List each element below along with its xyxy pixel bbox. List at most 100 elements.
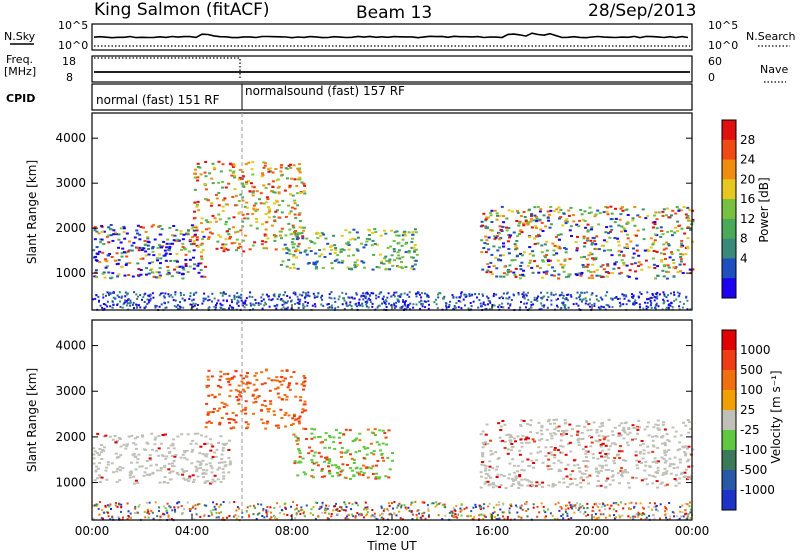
echo-cell xyxy=(670,251,673,254)
echo-cell xyxy=(104,258,108,261)
echo-cell xyxy=(489,211,493,214)
echo-cell xyxy=(525,510,528,512)
echo-cell xyxy=(145,273,148,276)
echo-cell xyxy=(600,422,604,425)
echo-cell xyxy=(355,248,359,251)
echo-cell xyxy=(600,455,604,458)
echo-cell xyxy=(339,251,343,254)
echo-cell xyxy=(183,508,186,511)
echo-cell xyxy=(536,451,540,454)
echo-cell xyxy=(552,210,556,213)
echo-cell xyxy=(239,374,243,377)
echo-cell xyxy=(135,481,139,484)
echo-cell xyxy=(228,237,232,240)
echo-cell xyxy=(387,509,390,512)
echo-cell xyxy=(272,410,276,413)
echo-cell xyxy=(674,479,678,482)
echo-cell xyxy=(479,508,482,510)
echo-cell xyxy=(327,518,330,520)
echo-cell xyxy=(508,507,511,510)
y-tick-label: 4000 xyxy=(55,131,86,145)
echo-cell xyxy=(253,304,256,307)
echo-cell xyxy=(224,442,228,445)
echo-cell xyxy=(93,450,97,453)
echo-cell xyxy=(202,297,205,300)
echo-cell xyxy=(196,503,199,506)
echo-cell xyxy=(525,302,528,305)
echo-cell xyxy=(193,201,197,204)
echo-cell xyxy=(486,295,488,298)
echo-cell xyxy=(559,208,563,211)
echo-cell xyxy=(664,459,668,462)
echo-cell xyxy=(460,307,463,310)
echo-cell xyxy=(523,216,527,218)
echo-cell xyxy=(339,470,343,473)
echo-cell xyxy=(500,230,504,232)
echo-cell xyxy=(531,250,535,253)
echo-cell xyxy=(681,511,684,514)
echo-cell xyxy=(511,479,515,482)
echo-cell xyxy=(237,200,241,202)
echo-cell xyxy=(235,517,238,520)
echo-cell xyxy=(481,446,485,449)
echo-cell xyxy=(535,431,539,434)
echo-cell xyxy=(456,516,459,519)
echo-cell xyxy=(338,441,342,444)
echo-cell xyxy=(384,475,388,478)
echo-cell xyxy=(320,231,324,234)
time-x-ticks: 00:00 04:00 08:00 12:00 16:00 20:00 00:00 xyxy=(75,304,709,538)
echo-cell xyxy=(292,254,296,257)
colorbar-tick-label: 1000 xyxy=(740,343,771,357)
echo-cell xyxy=(564,308,567,311)
echo-cell xyxy=(215,306,217,309)
echo-cell xyxy=(603,436,607,439)
echo-cell xyxy=(537,233,541,236)
echo-cell xyxy=(608,514,611,517)
echo-cell xyxy=(451,512,454,515)
echo-cell xyxy=(628,486,632,489)
echo-cell xyxy=(365,514,368,517)
echo-cell xyxy=(636,229,640,232)
echo-cell xyxy=(497,238,501,241)
echo-cell xyxy=(305,292,308,295)
echo-cell xyxy=(654,435,658,438)
echo-cell xyxy=(503,511,506,514)
echo-cell xyxy=(412,303,415,306)
echo-cell xyxy=(134,468,138,471)
echo-cell xyxy=(265,422,269,425)
echo-cell xyxy=(130,461,133,464)
echo-cell xyxy=(561,445,565,448)
echo-cell xyxy=(463,508,466,510)
echo-cell xyxy=(226,230,230,233)
echo-cell xyxy=(550,437,554,440)
echo-cell xyxy=(506,240,510,243)
echo-cell xyxy=(211,455,215,458)
echo-cell xyxy=(255,190,259,193)
echo-cell xyxy=(518,474,522,476)
echo-cell xyxy=(601,298,604,301)
echo-cell xyxy=(411,501,414,504)
echo-cell xyxy=(148,501,151,504)
echo-cell xyxy=(509,434,513,437)
echo-cell xyxy=(651,226,655,229)
echo-cell xyxy=(400,267,404,270)
echo-cell xyxy=(192,478,196,481)
echo-cell xyxy=(266,198,270,201)
echo-cell xyxy=(586,263,590,266)
echo-cell xyxy=(254,372,258,375)
echo-cell xyxy=(415,295,418,298)
echo-cell xyxy=(564,453,568,456)
echo-cell xyxy=(672,262,676,265)
echo-cell xyxy=(671,259,675,261)
echo-cell xyxy=(343,308,346,311)
echo-cell xyxy=(682,263,686,266)
echo-cell xyxy=(533,299,536,301)
echo-cell xyxy=(644,460,648,463)
echo-cell xyxy=(195,229,199,232)
echo-cell xyxy=(364,506,367,509)
echo-cell xyxy=(626,245,629,248)
echo-cell xyxy=(618,516,621,519)
echo-cell xyxy=(304,515,306,518)
echo-cell xyxy=(583,425,587,428)
echo-cell xyxy=(530,459,534,462)
